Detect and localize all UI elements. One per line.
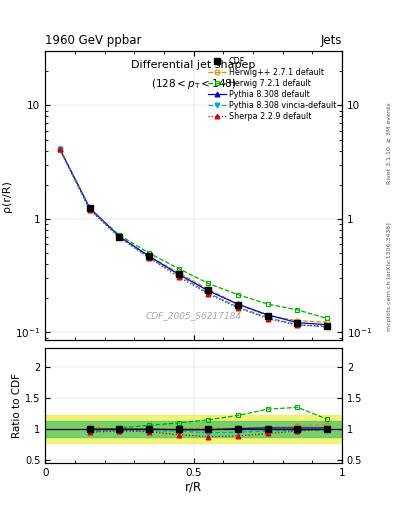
Sherpa 2.2.9 default — [117, 234, 122, 240]
Pythia 8.308 vincia-default — [265, 314, 270, 321]
Text: $(128 < p_{\rm T} < 148)$: $(128 < p_{\rm T} < 148)$ — [151, 77, 236, 91]
Sherpa 2.2.9 default — [87, 207, 92, 213]
Pythia 8.308 vincia-default — [295, 322, 300, 328]
Sherpa 2.2.9 default — [58, 146, 62, 153]
Pythia 8.308 vincia-default — [236, 304, 241, 310]
Line: Pythia 8.308 vincia-default: Pythia 8.308 vincia-default — [58, 147, 329, 329]
Pythia 8.308 default — [147, 253, 151, 259]
CDF — [236, 302, 241, 308]
Line: Sherpa 2.2.9 default: Sherpa 2.2.9 default — [58, 147, 329, 328]
Herwig 7.2.1 default — [58, 146, 62, 153]
Sherpa 2.2.9 default — [295, 322, 300, 328]
Herwig 7.2.1 default — [325, 315, 329, 322]
Herwig++ 2.7.1 default — [236, 301, 241, 307]
Herwig 7.2.1 default — [147, 250, 151, 256]
Sherpa 2.2.9 default — [325, 323, 329, 329]
Sherpa 2.2.9 default — [147, 254, 151, 261]
Herwig 7.2.1 default — [176, 266, 181, 272]
Pythia 8.308 vincia-default — [87, 206, 92, 212]
Herwig++ 2.7.1 default — [147, 253, 151, 259]
Pythia 8.308 default — [117, 233, 122, 240]
Text: Differential jet shapep: Differential jet shapep — [131, 60, 256, 70]
Text: CDF_2005_S6217184: CDF_2005_S6217184 — [145, 311, 242, 320]
Line: CDF: CDF — [86, 205, 330, 329]
CDF — [206, 287, 211, 293]
Bar — [45, 415, 342, 443]
Herwig 7.2.1 default — [265, 301, 270, 307]
Herwig++ 2.7.1 default — [58, 146, 62, 153]
Legend: CDF, Herwig++ 2.7.1 default, Herwig 7.2.1 default, Pythia 8.308 default, Pythia : CDF, Herwig++ 2.7.1 default, Herwig 7.2.… — [206, 55, 338, 122]
CDF — [147, 253, 151, 259]
Pythia 8.308 default — [295, 319, 300, 326]
Sherpa 2.2.9 default — [236, 305, 241, 311]
Y-axis label: Ratio to CDF: Ratio to CDF — [12, 373, 22, 438]
CDF — [265, 313, 270, 319]
Y-axis label: ρ(r/R): ρ(r/R) — [2, 180, 12, 212]
CDF — [325, 323, 329, 329]
Pythia 8.308 vincia-default — [325, 324, 329, 330]
Line: Pythia 8.308 default: Pythia 8.308 default — [58, 147, 329, 327]
Bar — [45, 421, 342, 437]
Pythia 8.308 vincia-default — [117, 234, 122, 240]
Herwig 7.2.1 default — [206, 281, 211, 287]
Sherpa 2.2.9 default — [265, 316, 270, 322]
Pythia 8.308 default — [325, 322, 329, 328]
Herwig++ 2.7.1 default — [176, 270, 181, 276]
Text: Rivet 3.1.10, ≥ 3M events: Rivet 3.1.10, ≥ 3M events — [387, 102, 392, 184]
CDF — [295, 321, 300, 327]
CDF — [176, 270, 181, 276]
Line: Herwig 7.2.1 default: Herwig 7.2.1 default — [58, 147, 329, 321]
Herwig++ 2.7.1 default — [87, 205, 92, 211]
Sherpa 2.2.9 default — [176, 274, 181, 280]
Text: 1960 GeV ppbar: 1960 GeV ppbar — [45, 34, 142, 47]
Pythia 8.308 vincia-default — [176, 272, 181, 278]
Pythia 8.308 default — [87, 205, 92, 211]
Bar — [45, 421, 342, 437]
Sherpa 2.2.9 default — [206, 291, 211, 297]
Herwig 7.2.1 default — [236, 292, 241, 298]
Pythia 8.308 default — [176, 271, 181, 278]
Herwig++ 2.7.1 default — [325, 319, 329, 325]
X-axis label: r/R: r/R — [185, 481, 202, 494]
Pythia 8.308 default — [206, 288, 211, 294]
Herwig 7.2.1 default — [295, 307, 300, 313]
Pythia 8.308 vincia-default — [147, 254, 151, 261]
Pythia 8.308 vincia-default — [58, 146, 62, 153]
Pythia 8.308 default — [58, 146, 62, 153]
Herwig 7.2.1 default — [87, 206, 92, 212]
Text: Jets: Jets — [320, 34, 342, 47]
Pythia 8.308 default — [236, 301, 241, 307]
Pythia 8.308 vincia-default — [206, 290, 211, 296]
Text: mcplots.cern.ch [arXiv:1306.3436]: mcplots.cern.ch [arXiv:1306.3436] — [387, 222, 392, 331]
Herwig++ 2.7.1 default — [295, 317, 300, 324]
Herwig++ 2.7.1 default — [265, 313, 270, 319]
Herwig++ 2.7.1 default — [117, 233, 122, 240]
CDF — [87, 205, 92, 211]
CDF — [117, 233, 122, 240]
Line: Herwig++ 2.7.1 default: Herwig++ 2.7.1 default — [58, 147, 329, 325]
Pythia 8.308 default — [265, 312, 270, 318]
Herwig++ 2.7.1 default — [206, 286, 211, 292]
Herwig 7.2.1 default — [117, 232, 122, 238]
